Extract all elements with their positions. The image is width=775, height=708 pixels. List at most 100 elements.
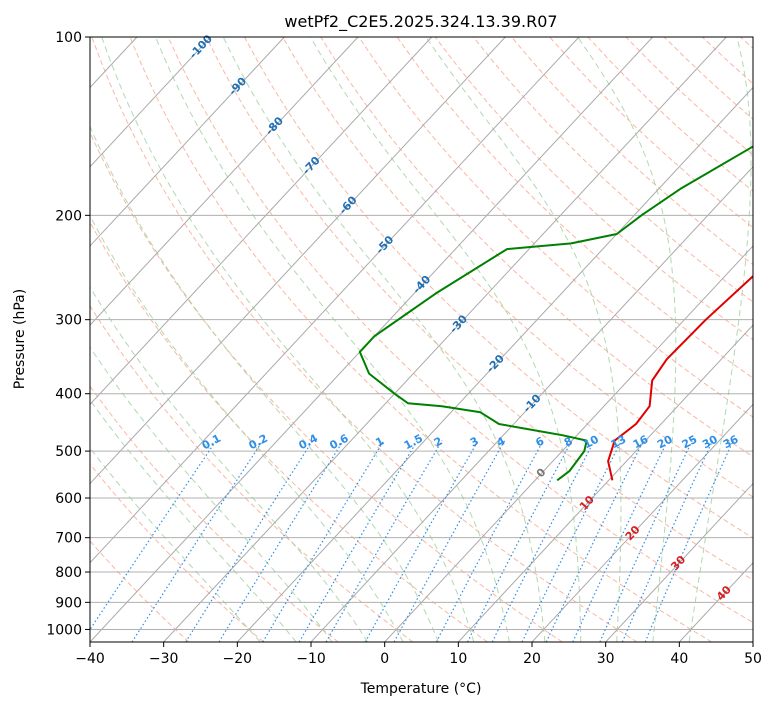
dry-adiabat-line bbox=[129, 37, 712, 642]
mixing-ratio-line bbox=[599, 440, 693, 642]
moist-adiabat-line bbox=[90, 346, 333, 642]
mixing-ratio-label: 0.1 bbox=[200, 432, 223, 453]
dry-adiabat-line bbox=[282, 37, 753, 498]
dry-adiabat-line bbox=[244, 37, 753, 539]
dry-adiabat-line bbox=[473, 37, 753, 303]
x-tick-label: 10 bbox=[449, 651, 467, 667]
mixing-ratio-line bbox=[491, 440, 595, 642]
isotherm-line bbox=[163, 37, 727, 642]
isotherm-line bbox=[310, 165, 753, 642]
mixing-ratio-line bbox=[521, 440, 623, 642]
isotherm-line bbox=[90, 37, 433, 406]
y-tick-label: 600 bbox=[55, 491, 82, 507]
y-axis: 100 200 300 400 500 600 700 800 900 1000 bbox=[46, 30, 90, 638]
x-tick-label: 20 bbox=[523, 651, 541, 667]
x-tick-label: 40 bbox=[670, 651, 688, 667]
x-tick-label: 50 bbox=[744, 651, 762, 667]
mixing-ratio-line bbox=[644, 440, 734, 642]
x-axis-label: Temperature (°C) bbox=[360, 681, 482, 697]
mixing-ratio-label: 30 bbox=[700, 433, 720, 452]
isotherm-line bbox=[236, 86, 753, 642]
isotherm-line bbox=[90, 37, 359, 326]
x-tick-label: −40 bbox=[75, 651, 105, 667]
mixing-ratio-label: 25 bbox=[680, 433, 700, 452]
mixing-ratio-label: 0.4 bbox=[297, 432, 321, 453]
mixing-ratio-line bbox=[325, 440, 443, 642]
x-tick-label: 0 bbox=[380, 651, 389, 667]
moist-adiabat-line bbox=[90, 286, 369, 642]
moist-adiabat-line bbox=[90, 399, 297, 642]
mixing-ratio-label: 0.2 bbox=[247, 432, 270, 453]
mixing-ratio-line bbox=[298, 440, 418, 642]
mixing-ratio-line bbox=[435, 440, 544, 642]
plot-clip-group bbox=[90, 37, 753, 642]
mixing-ratio-label: 4 bbox=[495, 434, 508, 449]
isotherm-label: -100 bbox=[187, 32, 216, 61]
mixing-ratio-line bbox=[90, 440, 217, 631]
isotherm-line bbox=[90, 37, 212, 168]
mixing-ratio-label: 1.5 bbox=[402, 432, 425, 453]
mixing-ratio-label: 13 bbox=[609, 433, 629, 452]
x-axis: −40 −30 −20 −10 0 10 20 30 40 50 bbox=[75, 642, 762, 667]
dewpoint-line bbox=[358, 145, 753, 482]
mixing-ratio-label: 16 bbox=[631, 432, 651, 451]
isotherm-label-group: -100-90-80-70-60-50-40-30-20-100.1 0.2 0.4… bbox=[187, 32, 741, 603]
dry-adiabat-line bbox=[701, 37, 753, 85]
dry-adiabat-line bbox=[396, 37, 753, 379]
dry-adiabat-line bbox=[90, 305, 414, 642]
dry-adiabat-line bbox=[740, 37, 753, 50]
dry-adiabat-line bbox=[320, 37, 753, 458]
plot-area: -100-90-80-70-60-50-40-30-20-100.1 0.2 0.4… bbox=[90, 32, 753, 642]
moist-adiabat-line bbox=[101, 37, 475, 642]
isotherm-line bbox=[752, 641, 753, 642]
y-tick-label: 700 bbox=[55, 531, 82, 547]
mixing-ratio-line bbox=[218, 440, 344, 642]
dry-adiabat-line bbox=[511, 37, 753, 266]
mixing-ratio-line bbox=[621, 440, 714, 642]
moist-adiabat-line bbox=[90, 125, 439, 642]
mixing-ratio-label: 36 bbox=[721, 432, 741, 451]
temperature-line bbox=[607, 274, 753, 481]
dry-adiabat-line bbox=[90, 385, 339, 642]
isotherm-line bbox=[90, 37, 580, 564]
moist-adiabat-line bbox=[425, 37, 622, 642]
y-tick-label: 1000 bbox=[46, 622, 82, 638]
moist-adiabat-line bbox=[577, 37, 677, 642]
y-tick-label: 800 bbox=[55, 565, 82, 581]
mixing-ratio-line bbox=[364, 440, 479, 642]
mixing-ratio-line bbox=[185, 440, 314, 642]
y-tick-label: 500 bbox=[55, 444, 82, 460]
moist-adiabat-line bbox=[90, 214, 404, 642]
x-tick-label: 30 bbox=[597, 651, 615, 667]
dry-adiabat-line bbox=[358, 37, 753, 418]
isotherm-line bbox=[531, 403, 753, 642]
mixing-ratio-line bbox=[393, 440, 506, 642]
dry-adiabat-line bbox=[90, 221, 488, 642]
x-tick-label: −10 bbox=[296, 651, 326, 667]
mixing-ratio-label: 10 bbox=[581, 433, 601, 452]
x-tick-label: −30 bbox=[149, 651, 179, 667]
moist-adiabat-line bbox=[222, 37, 546, 642]
moist-adiabat-line bbox=[688, 37, 752, 642]
plot-frame bbox=[89, 36, 754, 643]
mixing-ratio-line bbox=[262, 440, 385, 642]
mixing-ratio-label: 0.6 bbox=[327, 432, 351, 453]
y-tick-label: 900 bbox=[55, 595, 82, 611]
y-tick-label: 100 bbox=[55, 30, 82, 46]
dry-adiabat-line bbox=[167, 37, 753, 624]
dry-adiabat-line bbox=[91, 37, 638, 642]
mixing-ratio-label: 20 bbox=[655, 433, 675, 452]
mixing-ratio-label: 1 bbox=[373, 434, 386, 449]
dry-adiabat-line bbox=[90, 463, 264, 642]
y-tick-label: 300 bbox=[55, 313, 82, 329]
y-axis-label: Pressure (hPa) bbox=[12, 289, 28, 389]
chart-title: wetPf2_C2E5.2025.324.13.39.R07 bbox=[284, 12, 557, 32]
dry-adiabat-line bbox=[663, 37, 753, 120]
dry-adiabat-line bbox=[90, 131, 563, 642]
dry-adiabat-line bbox=[434, 37, 753, 341]
isotherm-line bbox=[90, 37, 506, 485]
dry-adiabat-line bbox=[90, 540, 190, 642]
moist-adiabat-line bbox=[155, 37, 510, 642]
mixing-ratio-line bbox=[131, 440, 264, 642]
